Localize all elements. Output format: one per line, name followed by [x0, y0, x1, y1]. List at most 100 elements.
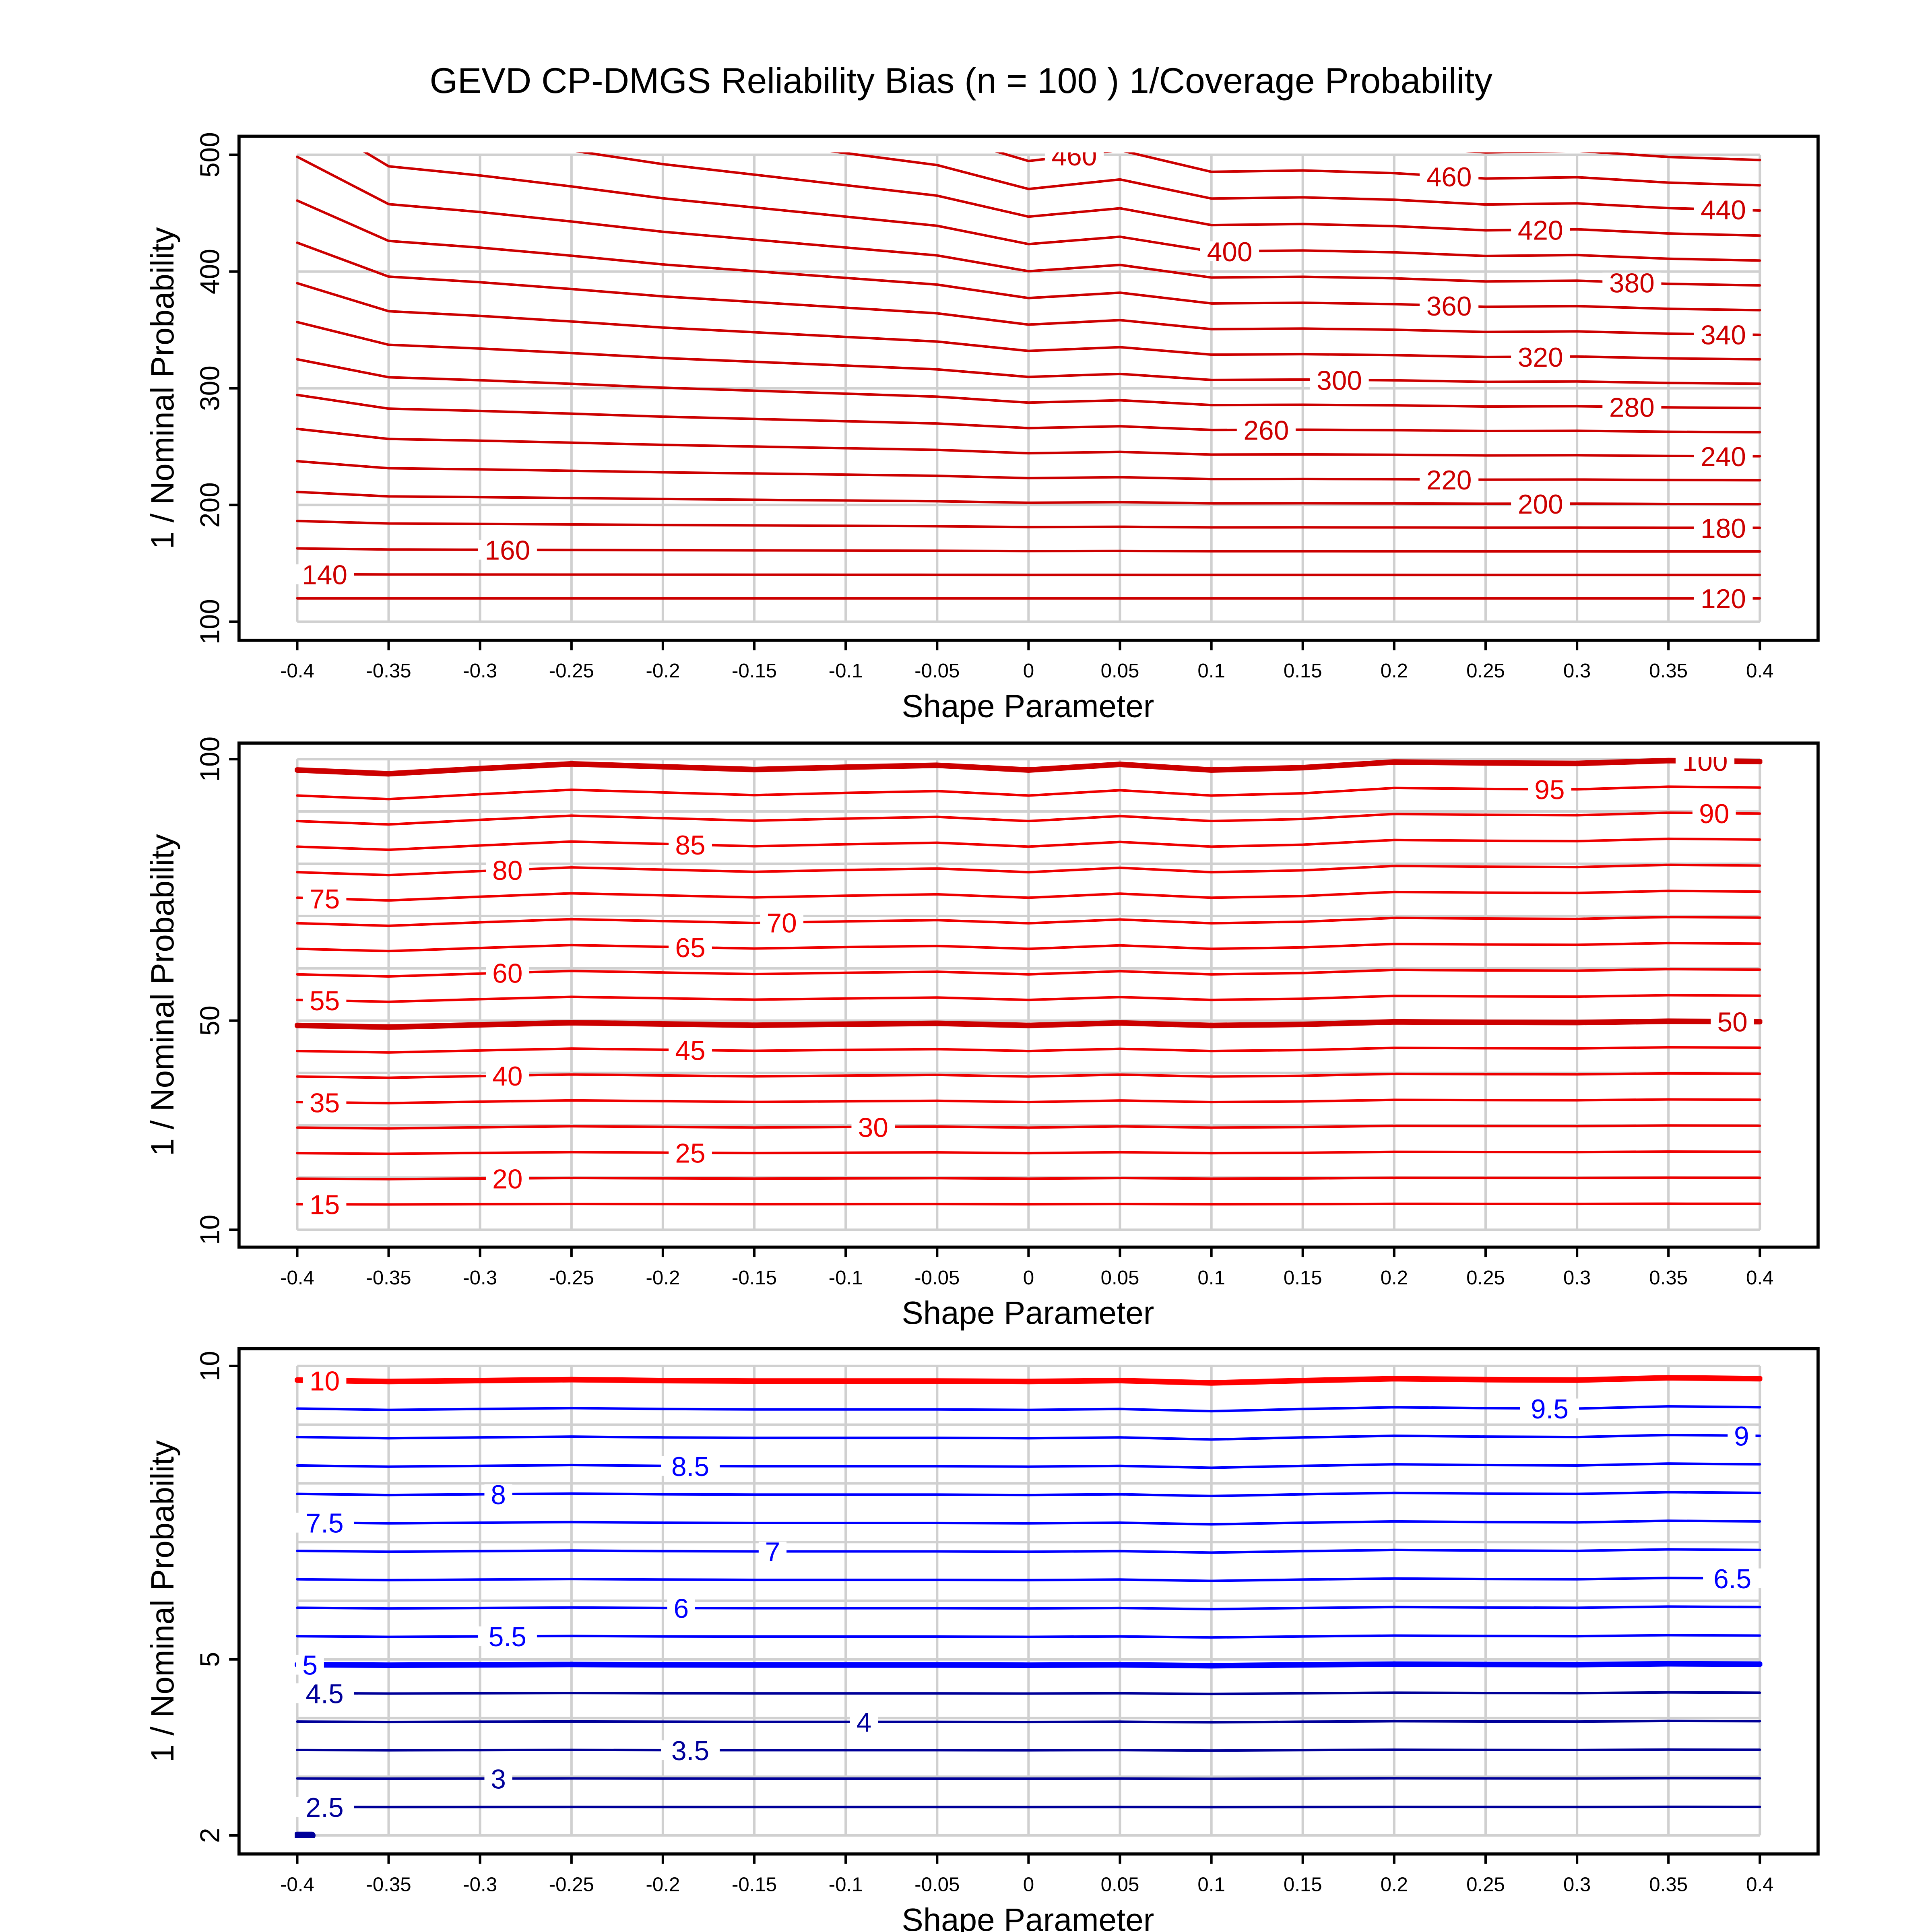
contour-label-bg: [1711, 1011, 1754, 1032]
x-tick-label: -0.15: [732, 1267, 777, 1289]
contour-label: 4: [857, 1707, 872, 1738]
contour-line-7_5: [296, 1519, 1761, 1526]
x-tick-label: 0: [1023, 1873, 1034, 1895]
contour-label-bg: [669, 834, 712, 855]
x-tick-label: -0.05: [914, 1267, 960, 1289]
contour-line-25: [296, 1150, 1761, 1155]
x-tick-label: -0.2: [646, 660, 680, 682]
contour-label: 460: [1426, 162, 1472, 192]
x-tick-label: 0.2: [1381, 660, 1408, 682]
contour-label: 140: [302, 560, 347, 590]
x-tick-label: 0.2: [1381, 1873, 1408, 1895]
y-tick-label: 100: [195, 599, 225, 644]
contour-label-bg: [303, 1092, 347, 1113]
contour-label-bg: [1420, 166, 1479, 186]
contour-line-20: [296, 1176, 1761, 1181]
contour-line-50: [295, 1018, 1763, 1030]
x-tick-label: -0.05: [914, 1873, 960, 1895]
panel-2: 1009590858075706560555045403530252015-0.…: [144, 737, 1820, 1331]
contour-label-bg: [303, 1194, 347, 1214]
x-tick-label: 0.3: [1563, 1873, 1591, 1895]
contour-line-90: [296, 811, 1761, 826]
contour-label: 8: [491, 1480, 506, 1510]
contour-label: 180: [1701, 514, 1746, 544]
y-tick-label: 300: [195, 365, 225, 411]
x-tick-label: 0.15: [1284, 1873, 1322, 1895]
contour-label: 6: [674, 1594, 689, 1624]
contour-label: 100: [1682, 747, 1728, 777]
contour-label: 7: [765, 1537, 780, 1567]
contour-label-bg: [295, 1797, 354, 1817]
y-tick-label: 400: [195, 249, 225, 294]
x-tick-label: 0.4: [1746, 1873, 1773, 1895]
x-tick-label: -0.1: [829, 660, 863, 682]
x-tick-label: -0.35: [366, 1873, 411, 1895]
x-tick-label: 0.05: [1101, 660, 1139, 682]
contour-label-bg: [1520, 1398, 1579, 1418]
contour-line-6_5: [296, 1577, 1761, 1582]
x-axis-label: Shape Parameter: [902, 1902, 1154, 1932]
contour-line-3: [296, 1777, 1761, 1780]
x-tick-label: 0.3: [1563, 660, 1591, 682]
contour-line-360: [296, 199, 1761, 312]
contour-label: 340: [1701, 320, 1746, 350]
x-tick-label: -0.3: [463, 1267, 497, 1289]
y-tick-label: 10: [195, 1215, 225, 1245]
contour-line-5: [295, 1661, 1763, 1669]
x-tick-label: 0.4: [1746, 660, 1773, 682]
x-tick-label: -0.2: [646, 1873, 680, 1895]
x-tick-label: -0.25: [549, 660, 594, 682]
contour-label: 30: [858, 1113, 888, 1143]
contour-line-380: [296, 155, 1761, 287]
contours: 100 95 90 85 80 75 70 65 60 55 50 45 40 35 30 25 20 15: [295, 747, 1763, 1220]
contour-label-bg: [1310, 370, 1369, 390]
contour-label: 6.5: [1713, 1564, 1751, 1594]
contour-label-bg: [296, 1655, 324, 1675]
contour-label: 8.5: [671, 1452, 709, 1482]
contour-label-bg: [485, 860, 529, 880]
contour-line-95: [296, 785, 1761, 801]
y-axis-label: 1 / Nominal Probability: [144, 1440, 180, 1762]
contour-line-30: [296, 1124, 1761, 1130]
contour-label-bg: [661, 1740, 720, 1760]
x-tick-label: 0.4: [1746, 1267, 1773, 1289]
contour-label-bg: [295, 1683, 354, 1703]
contour-line-40: [296, 1072, 1761, 1079]
contour-line-9_5: [296, 1405, 1761, 1413]
contour-label-bg: [303, 888, 347, 909]
x-tick-label: 0.05: [1101, 1267, 1139, 1289]
chart-title: GEVD CP-DMGS Reliability Bias (n = 100 )…: [429, 60, 1492, 101]
x-tick-label: -0.1: [829, 1267, 863, 1289]
contour-label-bg: [1728, 1426, 1756, 1446]
contour-label-bg: [1511, 493, 1570, 514]
contour-line-45: [296, 1046, 1761, 1054]
contour-label-bg: [295, 1513, 354, 1533]
x-tick-label: -0.05: [914, 660, 960, 682]
contours: 140 160 120 180 200 220 240 260 280 300 320 340 360 3…: [295, 152, 1761, 614]
contour-line-340: [296, 241, 1761, 336]
contour-label: 7.5: [306, 1509, 344, 1539]
y-axis-label: 1 / Nominal Probability: [144, 227, 180, 549]
x-tick-label: -0.4: [280, 1873, 314, 1895]
contour-label: 35: [310, 1088, 340, 1118]
contour-label-bg: [850, 1712, 878, 1732]
contour-label: 75: [310, 884, 340, 914]
contour-label: 5: [302, 1651, 318, 1681]
contour-line-55: [296, 994, 1761, 1003]
contour-line-6: [296, 1605, 1761, 1610]
contour-label: 2.5: [306, 1793, 344, 1823]
contour-line-460: [995, 152, 1761, 187]
contour-line-140: [296, 573, 1761, 576]
x-tick-label: -0.2: [646, 1267, 680, 1289]
contour-line-4: [296, 1719, 1761, 1724]
contours: 10 9.5 9 8.5 8 7.5 7 6.5 6 5.5 54.5 4 3.5 3 2.5: [295, 1366, 1763, 1838]
contour-line-440: [830, 152, 1761, 212]
contour-label-bg: [851, 1117, 895, 1137]
contour-label-bg: [1692, 803, 1736, 823]
x-tick-label: -0.4: [280, 660, 314, 682]
contour-label: 3.5: [671, 1736, 709, 1766]
x-tick-label: 0.1: [1197, 1267, 1225, 1289]
contour-line-65: [296, 941, 1761, 953]
x-axis-label: Shape Parameter: [902, 688, 1154, 724]
